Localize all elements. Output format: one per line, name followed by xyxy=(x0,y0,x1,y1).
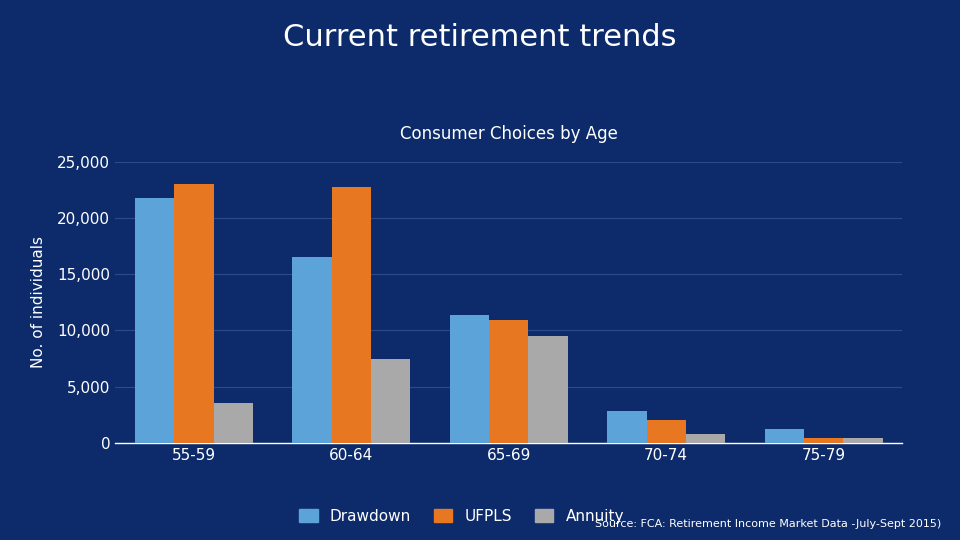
Bar xyxy=(332,187,372,443)
Bar xyxy=(685,434,726,443)
Text: Consumer Choices by Age: Consumer Choices by Age xyxy=(400,125,617,143)
Text: Current retirement trends: Current retirement trends xyxy=(283,23,677,52)
Bar xyxy=(608,411,647,443)
Legend: Drawdown, UFPLS, Annuity: Drawdown, UFPLS, Annuity xyxy=(292,501,632,531)
Bar xyxy=(372,359,411,443)
Text: Source: FCA: Retirement Income Market Data -July-Sept 2015): Source: FCA: Retirement Income Market Da… xyxy=(594,519,941,529)
Bar xyxy=(490,320,528,443)
Bar xyxy=(765,429,804,443)
Bar xyxy=(214,403,253,443)
Bar xyxy=(449,315,490,443)
Bar xyxy=(528,336,568,443)
Bar xyxy=(134,198,175,443)
Bar xyxy=(293,258,332,443)
Y-axis label: No. of individuals: No. of individuals xyxy=(32,237,46,368)
Bar xyxy=(175,185,214,443)
Bar xyxy=(647,420,686,443)
Bar xyxy=(804,438,844,443)
Bar xyxy=(844,438,883,443)
